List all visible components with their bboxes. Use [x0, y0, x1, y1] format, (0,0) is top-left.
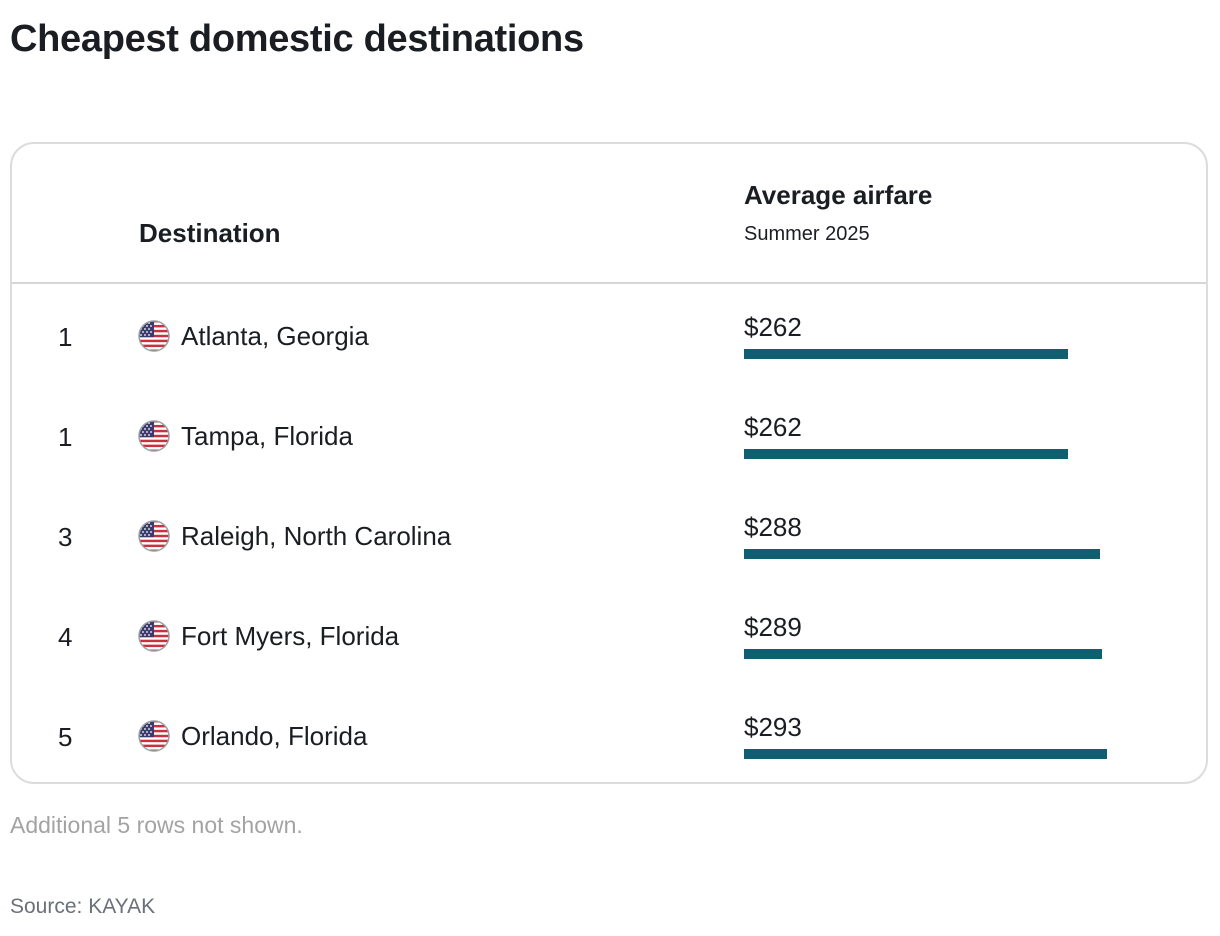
destination-cell: Fort Myers, Florida — [181, 621, 400, 651]
destination-cell: Atlanta, Georgia — [181, 321, 369, 351]
rank-cell: 1 — [58, 322, 73, 352]
column-subheader-period: Summer 2025 — [744, 223, 870, 245]
table-row: 5 Orlando, Florida $293 — [12, 684, 1206, 782]
table-card: Destination Average airfare Summer 2025 … — [10, 142, 1208, 784]
rows-not-shown-note: Additional 5 rows not shown. — [10, 812, 303, 838]
column-header-destination[interactable]: Destination — [139, 218, 281, 248]
fare-label: $288 — [744, 512, 802, 542]
destination-cell: Orlando, Florida — [181, 721, 368, 751]
fare-label: $289 — [744, 612, 802, 642]
fare-label: $262 — [744, 412, 802, 442]
source-note: Source: KAYAK — [10, 895, 156, 918]
us-flag-icon — [138, 320, 170, 352]
table-row: 1 Atlanta, Georgia $262 — [12, 284, 1206, 384]
fare-bar — [744, 349, 1068, 359]
fare-label: $293 — [744, 712, 802, 742]
destination-cell: Raleigh, North Carolina — [181, 521, 452, 551]
us-flag-icon — [138, 720, 170, 752]
table-row: 3 Raleigh, North Carolina $288 — [12, 484, 1206, 584]
fare-label: $262 — [744, 312, 802, 342]
rank-cell: 4 — [58, 622, 73, 652]
rank-cell: 3 — [58, 522, 73, 552]
table-row: 1 Tampa, Florida $262 — [12, 384, 1206, 484]
destination-cell: Tampa, Florida — [181, 421, 353, 451]
table-row: 4 Fort Myers, Florida $289 — [12, 584, 1206, 684]
column-header-airfare[interactable]: Average airfare — [744, 180, 933, 210]
us-flag-icon — [138, 520, 170, 552]
us-flag-icon — [138, 620, 170, 652]
table-header: Destination Average airfare Summer 2025 — [12, 144, 1206, 284]
fare-bar — [744, 449, 1068, 459]
fare-bar — [744, 549, 1100, 559]
page-title: Cheapest domestic destinations — [10, 18, 584, 60]
fare-bar — [744, 749, 1107, 759]
fare-bar — [744, 649, 1102, 659]
rank-cell: 5 — [58, 722, 73, 752]
us-flag-icon — [138, 420, 170, 452]
rank-cell: 1 — [58, 422, 73, 452]
